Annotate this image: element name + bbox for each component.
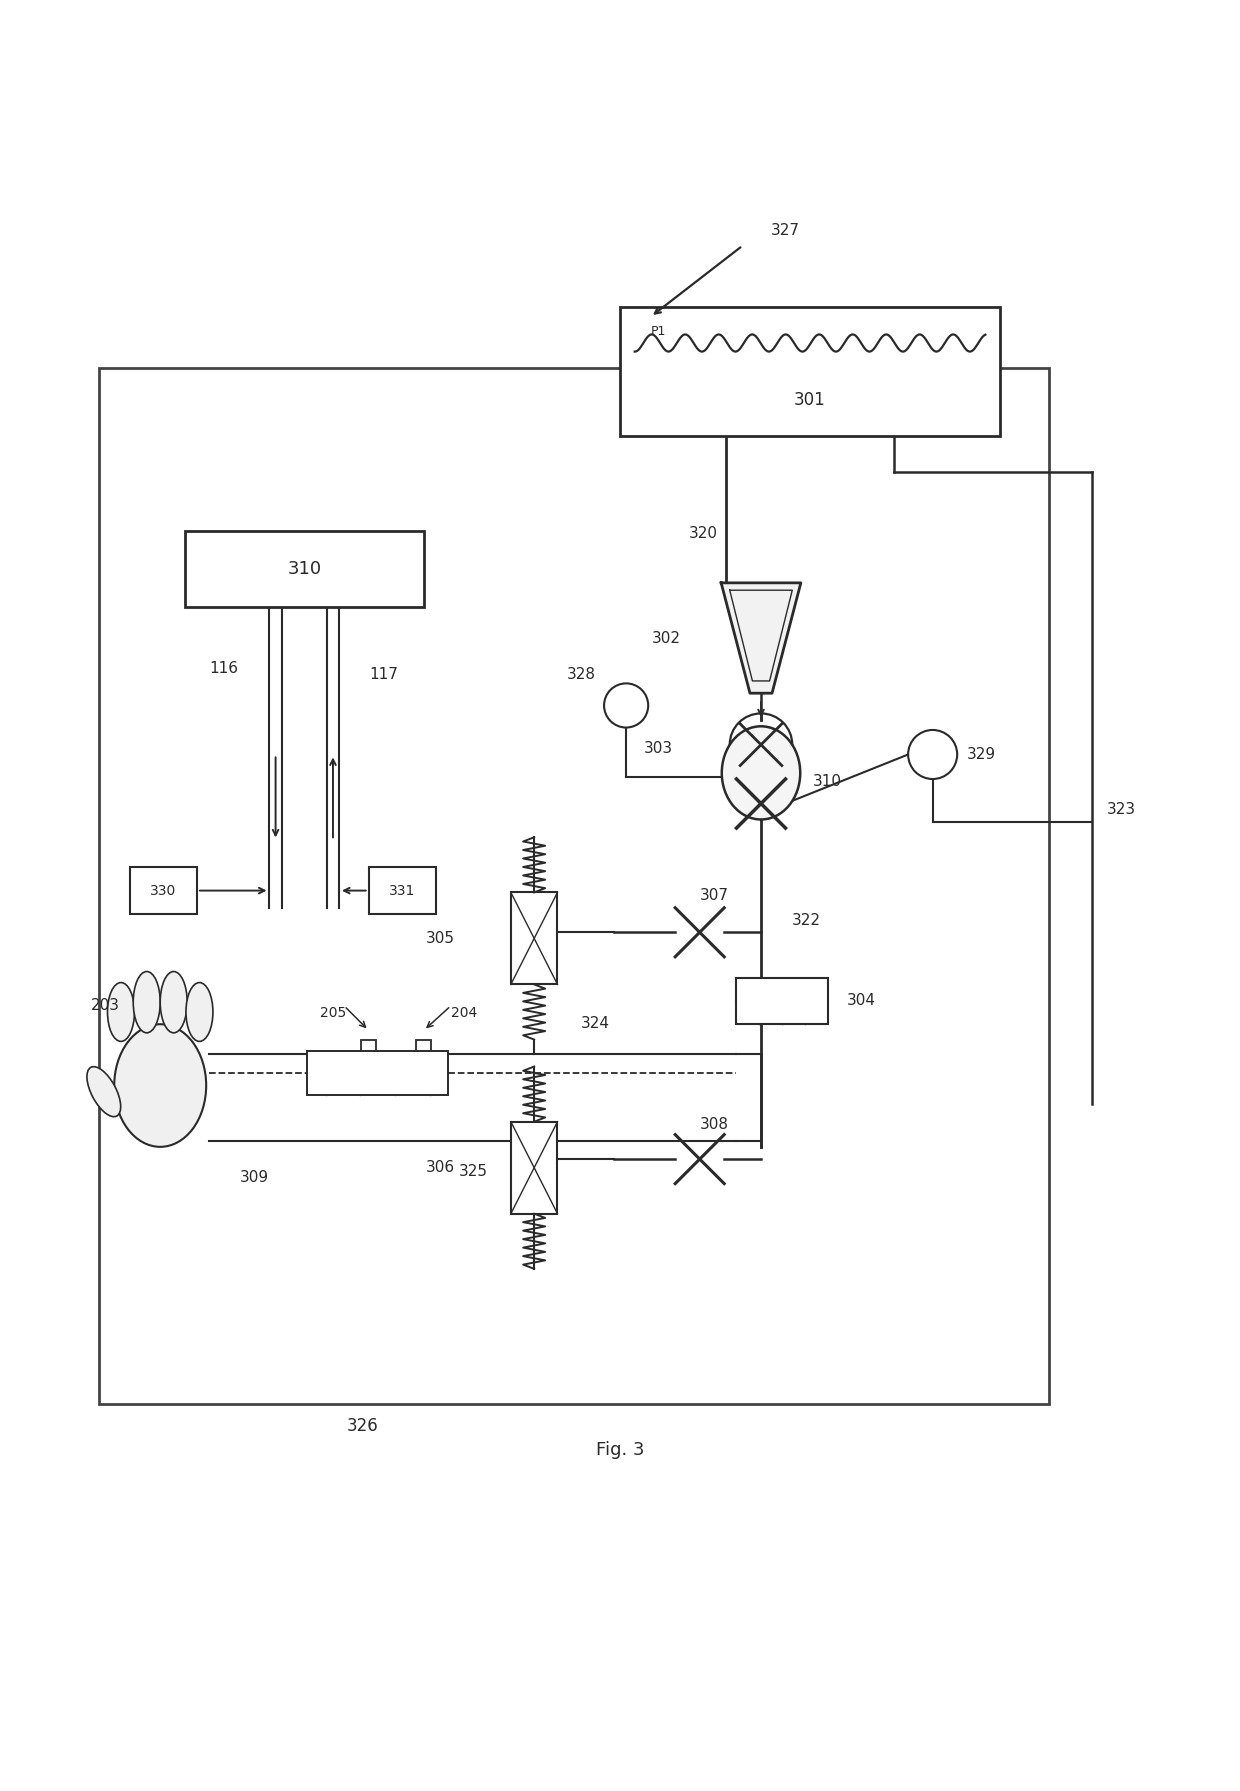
Text: 116: 116 xyxy=(210,661,239,677)
Text: P: P xyxy=(622,700,630,711)
Bar xyxy=(361,1041,376,1084)
Text: 326: 326 xyxy=(347,1417,378,1435)
Bar xyxy=(129,867,197,913)
Ellipse shape xyxy=(186,983,213,1041)
Text: P1: P1 xyxy=(651,326,666,338)
Bar xyxy=(511,1121,558,1214)
Bar xyxy=(417,1041,432,1084)
Text: 320: 320 xyxy=(689,527,718,541)
Ellipse shape xyxy=(87,1067,120,1118)
Text: 330: 330 xyxy=(150,883,176,897)
Text: 303: 303 xyxy=(644,741,673,756)
Text: 322: 322 xyxy=(791,913,821,928)
Ellipse shape xyxy=(108,983,134,1041)
Text: 324: 324 xyxy=(582,1015,610,1030)
Text: 306: 306 xyxy=(425,1161,455,1175)
Circle shape xyxy=(908,731,957,779)
Circle shape xyxy=(604,684,649,727)
Text: 323: 323 xyxy=(1107,802,1136,817)
Bar xyxy=(185,532,424,607)
Text: 302: 302 xyxy=(652,630,681,645)
Bar xyxy=(511,892,558,985)
Text: 325: 325 xyxy=(459,1164,487,1178)
Bar xyxy=(737,978,828,1024)
Ellipse shape xyxy=(160,971,187,1033)
Text: Fig. 3: Fig. 3 xyxy=(595,1440,645,1458)
Bar xyxy=(620,306,1001,435)
Ellipse shape xyxy=(133,971,160,1033)
Ellipse shape xyxy=(114,1024,206,1146)
Bar xyxy=(99,369,1049,1404)
Text: 309: 309 xyxy=(239,1170,269,1186)
Text: 310: 310 xyxy=(288,561,321,578)
Text: Q: Q xyxy=(929,749,937,759)
Text: 305: 305 xyxy=(425,931,455,946)
Text: 307: 307 xyxy=(699,888,729,903)
Text: 117: 117 xyxy=(370,668,398,682)
Polygon shape xyxy=(722,582,801,693)
Bar xyxy=(308,1051,449,1096)
Bar xyxy=(368,867,436,913)
Text: 205: 205 xyxy=(320,1007,346,1021)
Text: 301: 301 xyxy=(794,390,826,408)
Text: 331: 331 xyxy=(389,883,415,897)
Text: 308: 308 xyxy=(699,1118,729,1132)
Text: 203: 203 xyxy=(91,998,119,1014)
Text: 328: 328 xyxy=(567,668,595,682)
Text: 310: 310 xyxy=(812,774,842,790)
Text: 327: 327 xyxy=(771,224,800,238)
Text: 329: 329 xyxy=(967,747,996,761)
Ellipse shape xyxy=(722,727,800,820)
Text: 204: 204 xyxy=(451,1007,477,1021)
Text: 304: 304 xyxy=(847,994,875,1008)
